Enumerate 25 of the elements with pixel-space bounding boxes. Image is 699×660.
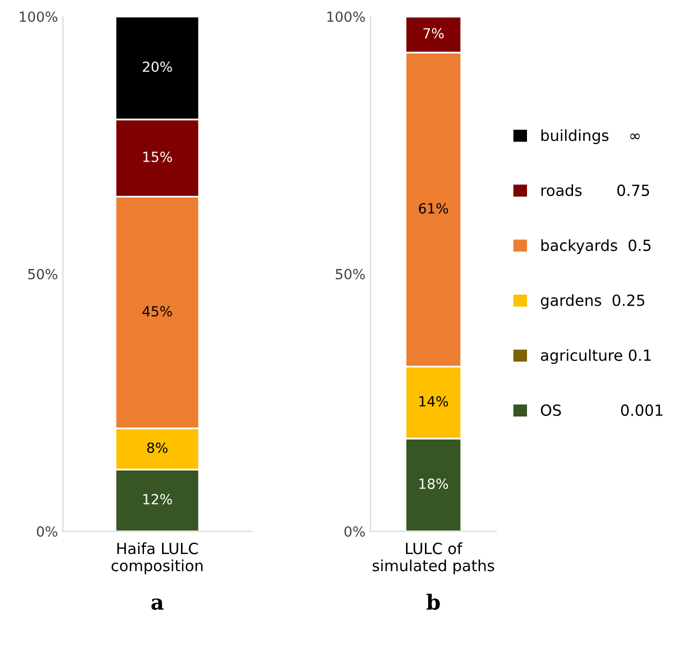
data-label: 12% <box>143 494 172 504</box>
legend-label: roads 0.75 <box>541 184 650 196</box>
y-tick-label: 100% <box>327 11 365 22</box>
data-label: 20% <box>142 62 172 72</box>
y-tick-label: 0% <box>36 526 58 537</box>
y-tick-label: 0% <box>344 526 365 537</box>
y-tick-label: 100% <box>20 11 58 22</box>
data-label: 45% <box>142 306 172 317</box>
legend-label: agriculture 0.1 <box>540 349 651 364</box>
data-label: 14% <box>419 396 448 407</box>
data-label: 7% <box>424 28 444 39</box>
x-axis-title: b <box>426 594 440 610</box>
x-axis-title: a <box>151 598 164 610</box>
legend-label: OS 0.001 <box>540 404 662 416</box>
legend-label: backyards 0.5 <box>541 239 651 254</box>
data-label: 18% <box>419 478 448 489</box>
data-label: 8% <box>147 442 168 453</box>
x-tick-label: Haifa LULC composition <box>112 542 203 574</box>
data-label: 15% <box>143 152 172 162</box>
data-label: 61% <box>418 203 448 214</box>
x-tick-label: LULC of simulated paths <box>372 542 494 574</box>
y-tick-label: 50% <box>336 268 365 280</box>
legend-label: buildings ∞ <box>541 129 640 144</box>
y-tick-label: 50% <box>28 268 58 280</box>
legend-label: gardens 0.25 <box>540 294 644 310</box>
